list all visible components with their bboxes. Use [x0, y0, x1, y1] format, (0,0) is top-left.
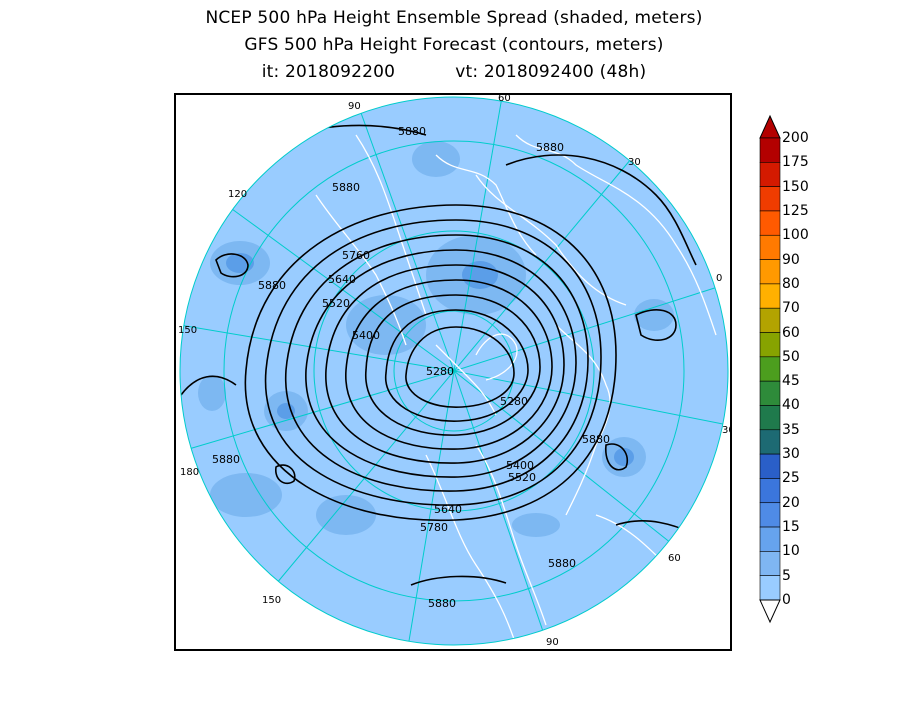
- colorbar-label: 200: [782, 130, 809, 146]
- lon-label: 30: [628, 157, 641, 168]
- lon-label: 60: [498, 95, 511, 104]
- colorbar-label: 50: [782, 348, 800, 365]
- lon-label: 0: [716, 273, 722, 284]
- colorbar-label: 30: [782, 446, 800, 463]
- contour-label: 5760: [342, 249, 370, 262]
- lon-label: 180: [180, 467, 199, 478]
- time-line: it: 2018092200 vt: 2018092400 (48h): [0, 62, 908, 82]
- colorbar-swatch: [759, 234, 781, 260]
- height-contours: [180, 124, 697, 586]
- contour-labels: 5880 5880 5880 5880 5760 5640 5520 5400 …: [212, 125, 610, 610]
- colorbar: [759, 114, 781, 624]
- colorbar-top-arrow: [759, 114, 781, 139]
- colorbar-label: 60: [782, 324, 800, 341]
- contour-label: 5640: [328, 273, 356, 286]
- colorbar-label: 150: [782, 178, 809, 195]
- colorbar-swatch: [759, 429, 781, 455]
- contour-label: 5880: [582, 433, 610, 446]
- colorbar-label: 70: [782, 300, 800, 317]
- lon-label: 30: [722, 425, 730, 436]
- colorbar-label: 10: [782, 543, 800, 560]
- lon-label: 150: [262, 595, 281, 606]
- contour-label: 5520: [508, 471, 536, 484]
- colorbar-swatch: [759, 137, 781, 163]
- lon-label: 120: [228, 189, 247, 200]
- colorbar-bottom-arrow: [759, 599, 781, 624]
- contour-label: 5640: [434, 503, 462, 516]
- colorbar-swatch: [759, 259, 781, 285]
- contour-label: 5880: [258, 279, 286, 292]
- colorbar-label: 5: [782, 567, 791, 584]
- colorbar-swatch: [759, 502, 781, 528]
- meridians: [180, 97, 728, 645]
- lon-label: 90: [546, 637, 559, 648]
- colorbar-swatch: [759, 283, 781, 309]
- colorbar-label: 90: [782, 251, 800, 268]
- contour-label: 5880: [212, 453, 240, 466]
- lon-label: 60: [668, 553, 681, 564]
- contour-label: 5400: [352, 329, 380, 342]
- colorbar-label: 40: [782, 397, 800, 414]
- colorbar-swatch: [759, 356, 781, 382]
- init-time: it: 2018092200: [261, 62, 396, 82]
- colorbar-label: 15: [782, 519, 800, 536]
- colorbar-swatch: [759, 380, 781, 406]
- colorbar-swatch: [759, 210, 781, 236]
- colorbar-swatch: [759, 551, 781, 576]
- coastlines: [315, 134, 717, 645]
- contour-label: 5880: [332, 181, 360, 194]
- contour-label: 5780: [420, 521, 448, 534]
- colorbar-swatch: [759, 478, 781, 504]
- valid-time: vt: 2018092400 (48h): [455, 62, 647, 82]
- contour-label: 5880: [398, 125, 426, 138]
- lon-label: 90: [348, 101, 361, 112]
- colorbar-swatch: [759, 453, 781, 479]
- colorbar-label: 25: [782, 470, 800, 487]
- colorbar-label: 80: [782, 275, 800, 292]
- contour-label: 5520: [322, 297, 350, 310]
- contour-label: 5880: [428, 597, 456, 610]
- longitude-labels: 60 30 0 30 60 90 120 150 180 150 120 90: [178, 95, 730, 648]
- contour-label: 5880: [536, 141, 564, 154]
- colorbar-label: 100: [782, 227, 809, 244]
- colorbar-label: 175: [782, 154, 809, 171]
- colorbar-label: 0: [782, 592, 791, 608]
- colorbar-swatch: [759, 332, 781, 358]
- colorbar-label: 45: [782, 373, 800, 390]
- colorbar-swatch: [759, 575, 781, 601]
- colorbar-swatch: [759, 307, 781, 333]
- contour-label: 5880: [548, 557, 576, 570]
- colorbar-swatch: [759, 162, 781, 187]
- contour-label: 5400: [506, 459, 534, 472]
- chart-title: NCEP 500 hPa Height Ensemble Spread (sha…: [205, 8, 703, 28]
- lon-label: 150: [178, 325, 197, 336]
- colorbar-label: 125: [782, 202, 809, 219]
- colorbar-swatch: [759, 526, 781, 552]
- chart-subtitle: GFS 500 hPa Height Forecast (contours, m…: [244, 35, 664, 55]
- colorbar-label: 20: [782, 494, 800, 511]
- polar-map: 5880 5880 5880 5880 5760 5640 5520 5400 …: [178, 95, 730, 648]
- colorbar-swatch: [759, 405, 781, 431]
- colorbar-swatch: [759, 186, 781, 212]
- colorbar-label: 35: [782, 421, 800, 438]
- contour-label: 5280: [500, 395, 528, 408]
- contour-label: 5280: [426, 365, 454, 378]
- map-frame: 5880 5880 5880 5880 5760 5640 5520 5400 …: [174, 93, 732, 651]
